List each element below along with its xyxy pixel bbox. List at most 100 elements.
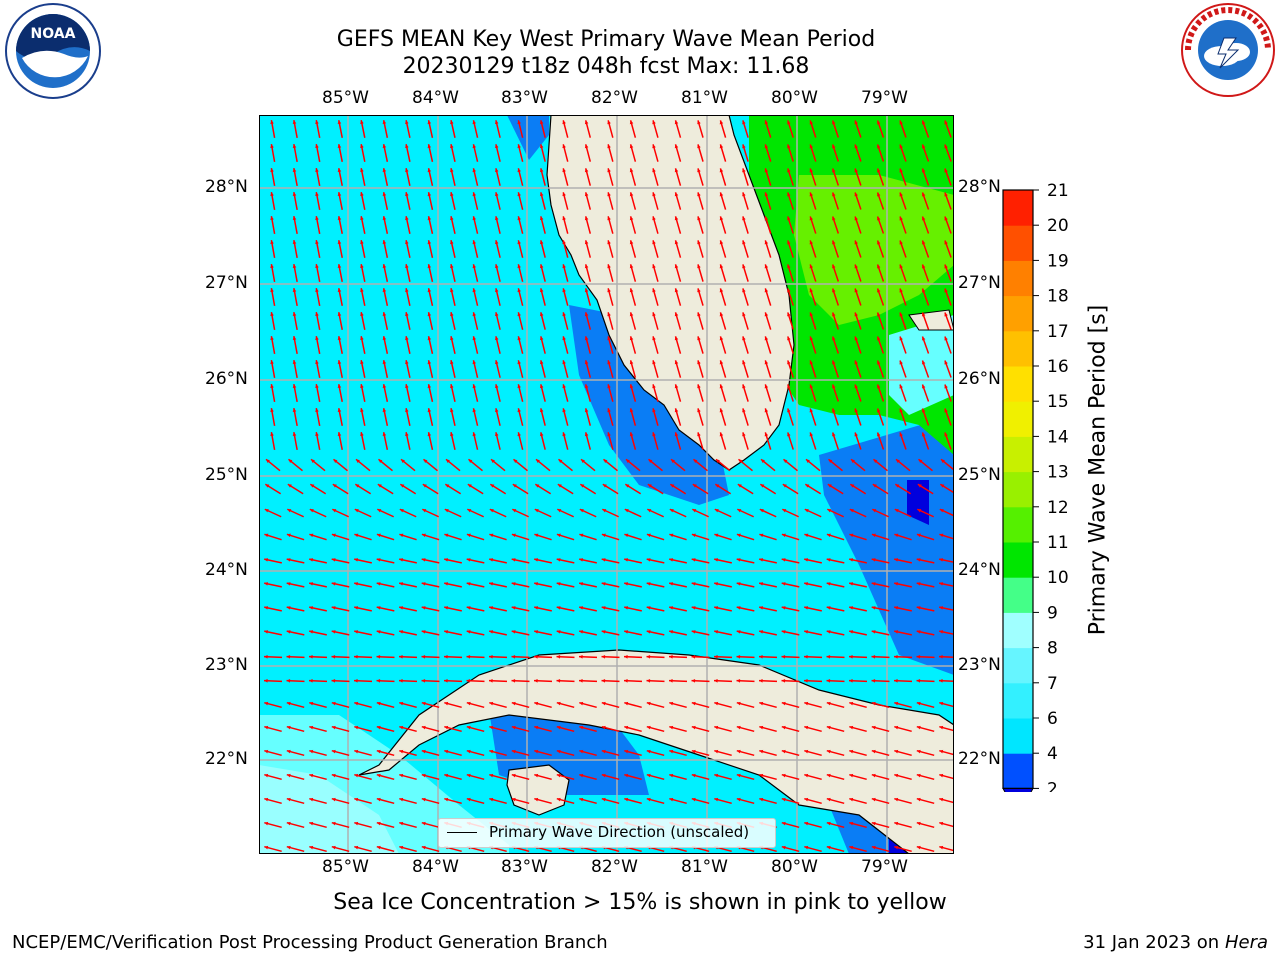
wave-direction-arrow: [940, 458, 954, 471]
wave-direction-arrow: [286, 797, 305, 805]
wave-direction-arrow: [292, 384, 298, 402]
wave-direction-arrow: [714, 630, 732, 636]
wave-direction-arrow: [450, 288, 456, 306]
wave-direction-arrow: [315, 192, 321, 210]
wave-direction-arrow: [270, 216, 276, 234]
wave-direction-arrow: [742, 360, 749, 378]
wave-direction-arrow: [697, 336, 704, 354]
wave-direction-arrow: [292, 216, 298, 234]
wave-direction-arrow: [831, 264, 840, 282]
wave-direction-arrow: [382, 312, 389, 330]
wave-direction-arrow: [697, 168, 704, 186]
wave-direction-arrow: [854, 408, 862, 426]
lon-label: 81°W: [681, 88, 728, 108]
wave-direction-arrow: [607, 144, 614, 162]
wave-direction-arrow: [629, 120, 637, 138]
wave-direction-arrow: [399, 773, 417, 781]
wave-direction-arrow: [738, 458, 753, 472]
wave-direction-arrow: [337, 432, 343, 450]
wave-direction-arrow: [697, 120, 704, 138]
wave-direction-arrow: [601, 725, 620, 733]
wave-direction-arrow: [764, 144, 772, 162]
wave-direction-arrow: [714, 606, 732, 612]
wave-direction-arrow: [309, 533, 327, 541]
wave-direction-arrow: [921, 360, 930, 378]
wave-direction-arrow: [468, 458, 483, 472]
wave-direction-arrow: [607, 264, 614, 282]
wave-direction-arrow: [315, 120, 321, 138]
wave-direction-arrow: [787, 408, 794, 426]
lon-label: 79°W: [861, 857, 908, 877]
wave-direction-arrow: [472, 312, 479, 330]
wave-direction-arrow: [826, 845, 845, 853]
wave-direction-arrow: [719, 120, 727, 138]
wave-direction-arrow: [376, 749, 395, 757]
colorbar-tick-label: 21: [1047, 182, 1069, 201]
wave-direction-arrow: [669, 558, 687, 564]
wave-direction-arrow: [804, 508, 822, 518]
wave-direction-arrow: [534, 508, 552, 518]
wave-direction-arrow: [539, 408, 546, 426]
wave-direction-arrow: [264, 483, 282, 495]
wave-direction-arrow: [517, 432, 524, 450]
wave-direction-arrow: [899, 288, 907, 306]
wave-direction-arrow: [270, 432, 276, 450]
colorbar-segment: [1003, 190, 1033, 226]
wave-direction-arrow: [534, 701, 552, 709]
wave-map: [259, 115, 954, 854]
wave-direction-arrow: [697, 264, 704, 282]
wave-direction-arrow: [804, 821, 822, 829]
wave-direction-arrow: [809, 192, 817, 210]
wave-direction-arrow: [764, 336, 772, 354]
wave-direction-arrow: [944, 240, 952, 258]
wave-direction-arrow: [398, 654, 418, 659]
wave-direction-arrow: [270, 384, 276, 402]
wave-direction-arrow: [292, 312, 298, 330]
wave-direction-arrow: [849, 821, 867, 829]
wave-direction-arrow: [607, 288, 614, 306]
wave-direction-arrow: [376, 630, 395, 636]
wave-direction-arrow: [944, 168, 952, 186]
wave-direction-arrow: [876, 168, 885, 186]
wave-direction-arrow: [876, 144, 885, 162]
wave-direction-arrow: [376, 654, 395, 659]
wave-direction-arrow: [782, 483, 799, 495]
wave-direction-arrow: [427, 288, 434, 306]
wave-direction-arrow: [916, 558, 935, 564]
colorbar-segment: [1003, 436, 1033, 473]
wave-direction-arrow: [511, 773, 530, 781]
wave-direction-arrow: [511, 725, 530, 733]
wave-direction-arrow: [264, 558, 282, 564]
wave-direction-arrow: [871, 845, 890, 853]
wave-direction-arrow: [803, 654, 823, 659]
lat-label: 24°N: [958, 560, 1001, 580]
wave-direction-arrow: [899, 312, 907, 330]
wave-direction-arrow: [270, 168, 276, 186]
wave-direction-arrow: [916, 797, 935, 805]
colorbar-tick-label: 8: [1047, 639, 1058, 659]
wave-direction-arrow: [578, 678, 598, 683]
wave-direction-arrow: [331, 773, 350, 781]
wave-direction-arrow: [286, 606, 305, 612]
wave-direction-arrow: [315, 216, 321, 234]
wave-direction-arrow: [421, 773, 440, 781]
wave-direction-arrow: [539, 264, 546, 282]
wave-direction-arrow: [697, 360, 704, 378]
wave-direction-arrow: [759, 797, 777, 805]
wave-direction-arrow: [287, 508, 304, 518]
wave-direction-arrow: [292, 168, 298, 186]
wave-direction-arrow: [337, 336, 343, 354]
wave-direction-arrow: [787, 216, 794, 234]
wave-direction-arrow: [472, 264, 479, 282]
wave-direction-arrow: [894, 797, 912, 805]
colorbar-tick-label: 2: [1047, 779, 1058, 792]
wave-direction-arrow: [691, 725, 710, 733]
wave-direction-arrow: [674, 192, 682, 210]
lon-label: 80°W: [771, 88, 818, 108]
lon-label: 80°W: [771, 857, 818, 877]
wave-direction-arrow: [854, 312, 862, 330]
wave-direction-arrow: [646, 701, 665, 709]
lon-label: 82°W: [591, 88, 638, 108]
wave-direction-arrow: [556, 533, 575, 541]
wave-direction-arrow: [399, 845, 417, 853]
